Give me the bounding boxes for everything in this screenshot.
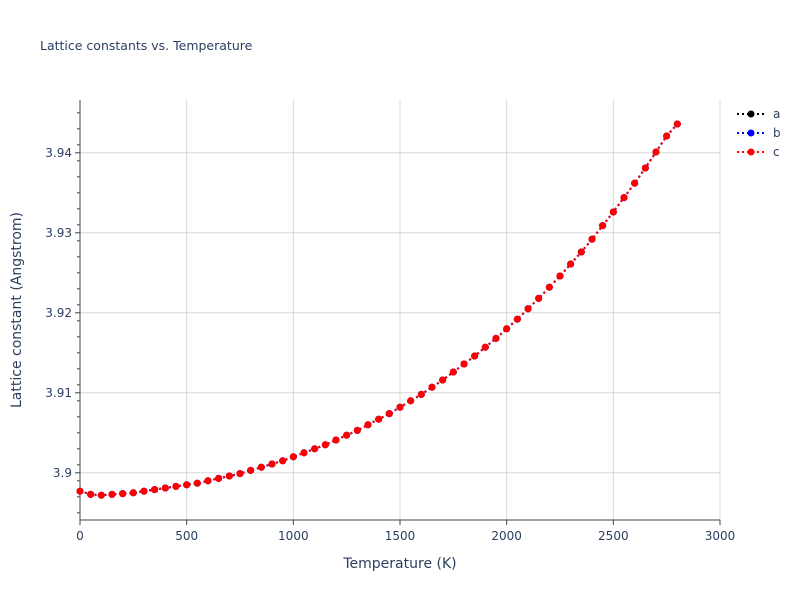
x-axis-title: Temperature (K) (342, 556, 456, 572)
legend-label: c (773, 145, 780, 159)
series-b (76, 120, 681, 499)
data-point-c (172, 482, 180, 490)
data-point-c (76, 487, 84, 495)
data-point-c (236, 470, 244, 478)
data-point-c (545, 283, 553, 291)
data-point-c (385, 410, 393, 418)
data-point-c (87, 490, 95, 498)
data-point-c (428, 383, 436, 391)
x-tick-label: 2500 (598, 529, 629, 543)
data-point-c (513, 315, 521, 323)
data-point-c (620, 194, 628, 202)
data-point-c (641, 164, 649, 172)
data-point-c (503, 325, 511, 333)
data-point-c (225, 472, 233, 480)
data-point-c (311, 445, 319, 453)
data-point-c (279, 457, 287, 465)
series-line-a (79, 123, 679, 497)
legend-item-c[interactable]: c (737, 145, 780, 159)
y-tick-label: 3.94 (45, 146, 72, 160)
y-axis-title: Lattice constant (Angstrom) (9, 212, 25, 408)
legend-item-a[interactable]: a (737, 107, 780, 121)
data-point-c (204, 477, 212, 485)
data-point-c (652, 148, 660, 156)
data-point-c (599, 222, 607, 230)
data-point-c (375, 415, 383, 423)
legend-label: a (773, 107, 780, 121)
data-point-c (535, 294, 543, 302)
data-point-c (343, 431, 351, 439)
data-point-c (161, 484, 169, 492)
axes: 0 500 1000 1500 2000 2500 3000 3.9 3.91 3.92 3.93 3… (45, 100, 735, 543)
data-point-c (524, 305, 532, 313)
data-point-c (332, 436, 340, 444)
x-tick-label: 0 (76, 529, 84, 543)
data-point-c (353, 426, 361, 434)
x-tick-label: 3000 (705, 529, 736, 543)
data-point-c (673, 120, 681, 128)
data-point-c (417, 390, 425, 398)
data-point-c (183, 481, 191, 489)
data-point-c (108, 490, 116, 498)
legend-item-b[interactable]: b (737, 126, 781, 140)
legend-swatch-marker (747, 129, 755, 137)
x-tick-label: 1000 (278, 529, 309, 543)
data-point-c (247, 466, 255, 474)
data-point-c (140, 487, 148, 495)
legend-swatch-marker (747, 110, 755, 118)
data-point-c (609, 208, 617, 216)
y-tick-label: 3.92 (45, 306, 72, 320)
data-point-c (492, 334, 500, 342)
data-point-c (257, 463, 265, 471)
data-point-c (577, 248, 585, 256)
x-tick-label: 1500 (385, 529, 416, 543)
data-point-c (439, 376, 447, 384)
data-point-c (449, 368, 457, 376)
grid (80, 100, 721, 520)
series-c (76, 120, 681, 499)
data-point-c (321, 441, 329, 449)
legend-swatch-marker (747, 148, 755, 156)
series-a (76, 120, 681, 499)
legend[interactable]: abc (737, 107, 781, 159)
data-point-c (663, 132, 671, 140)
data-point-c (289, 453, 297, 461)
data-point-c (471, 352, 479, 360)
data-point-c (396, 403, 404, 411)
data-point-c (588, 235, 596, 243)
data-point-c (300, 449, 308, 457)
data-point-c (460, 360, 468, 368)
chart-title: Lattice constants vs. Temperature (40, 38, 253, 53)
y-tick-label: 3.91 (45, 386, 72, 400)
data-point-c (567, 260, 575, 268)
data-point-c (481, 343, 489, 351)
legend-label: b (773, 126, 781, 140)
data-point-c (193, 479, 201, 487)
data-point-c (268, 460, 276, 468)
data-point-c (556, 272, 564, 280)
data-point-c (215, 474, 223, 482)
y-tick-label: 3.93 (45, 226, 72, 240)
data-point-c (407, 397, 415, 405)
series-line-b (79, 123, 679, 497)
series-line-c (79, 123, 679, 497)
y-tick-label: 3.9 (53, 466, 72, 480)
data-point-c (364, 421, 372, 429)
data-point-c (151, 486, 159, 494)
data-point-c (119, 490, 127, 498)
data-point-c (97, 491, 105, 499)
data-point-c (129, 489, 137, 497)
data-point-c (631, 179, 639, 187)
x-tick-label: 2000 (491, 529, 522, 543)
x-tick-label: 500 (175, 529, 198, 543)
series-layer (76, 120, 681, 499)
